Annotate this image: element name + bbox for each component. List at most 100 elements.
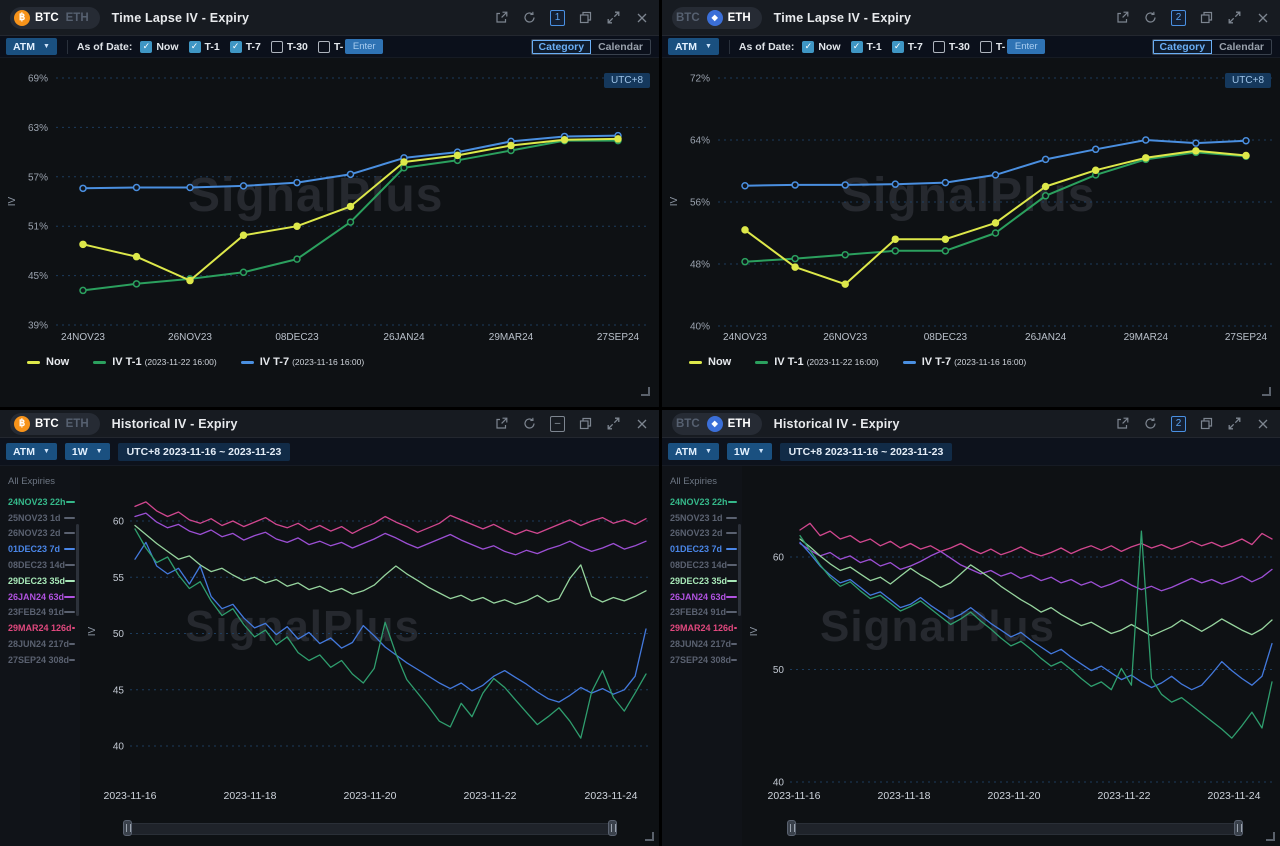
view-button-calendar[interactable]: Calendar xyxy=(591,40,650,54)
coin-toggle[interactable]: ฿BTC ETH xyxy=(10,7,100,29)
checkbox-t-[interactable]: T- xyxy=(980,41,1005,53)
coin-toggle[interactable]: BTC◆ETH xyxy=(672,413,762,435)
expiry-item[interactable]: 08DEC23 14d xyxy=(662,557,742,573)
checkbox-now[interactable]: ✓Now xyxy=(140,41,178,53)
slider-handle-right[interactable] xyxy=(608,820,617,836)
open-in-new-icon[interactable] xyxy=(494,10,509,25)
date-range[interactable]: UTC+8 2023-11-16 ~ 2023-11-23 xyxy=(118,443,291,461)
checkbox-unchecked-icon[interactable] xyxy=(933,41,945,53)
custom-tenor-input[interactable]: Enter xyxy=(345,39,383,54)
expiry-item[interactable]: 26JAN24 63d xyxy=(0,589,80,605)
slider-handle-left[interactable] xyxy=(787,820,796,836)
expiry-item[interactable]: 01DEC23 7d xyxy=(0,541,80,557)
checkbox-now[interactable]: ✓Now xyxy=(802,41,840,53)
close-icon[interactable] xyxy=(1255,416,1270,431)
checkbox-t-7[interactable]: ✓T-7 xyxy=(230,41,261,53)
expiry-item[interactable]: 26NOV23 2d xyxy=(0,526,80,542)
legend-item[interactable]: IV T-1(2023-11-22 16:00) xyxy=(93,356,217,368)
time-range-slider[interactable] xyxy=(788,823,1242,835)
coin-tab-btc[interactable]: ฿BTC xyxy=(14,10,59,26)
duplicate-icon[interactable] xyxy=(1199,416,1214,431)
layout-count-badge[interactable]: 2 xyxy=(1171,416,1186,431)
expand-icon[interactable] xyxy=(1227,416,1242,431)
expand-icon[interactable] xyxy=(606,416,621,431)
coin-tab-btc[interactable]: ฿BTC xyxy=(14,416,59,432)
legend-item[interactable]: IV T-7(2023-11-16 16:00) xyxy=(903,356,1027,368)
date-range[interactable]: UTC+8 2023-11-16 ~ 2023-11-23 xyxy=(780,443,953,461)
view-button-calendar[interactable]: Calendar xyxy=(1212,40,1271,54)
expiry-item[interactable]: 23FEB24 91d xyxy=(0,605,80,621)
expiry-item[interactable]: 24NOV23 22h xyxy=(662,494,742,510)
resize-handle[interactable] xyxy=(645,832,654,841)
open-in-new-icon[interactable] xyxy=(1115,416,1130,431)
duplicate-icon[interactable] xyxy=(578,10,593,25)
checkbox-checked-icon[interactable]: ✓ xyxy=(140,41,152,53)
strike-mode-select[interactable]: ATM▼ xyxy=(6,38,57,55)
layout-count-badge[interactable]: 1 xyxy=(550,10,565,25)
coin-toggle[interactable]: BTC ◆ETH xyxy=(672,7,762,29)
expiry-item[interactable]: 01DEC23 7d xyxy=(662,541,742,557)
coin-tab-eth[interactable]: ◆ETH xyxy=(707,10,751,26)
checkbox-unchecked-icon[interactable] xyxy=(271,41,283,53)
close-icon[interactable] xyxy=(1255,10,1270,25)
refresh-icon[interactable] xyxy=(522,416,537,431)
custom-tenor-input[interactable]: Enter xyxy=(1007,39,1045,54)
duplicate-icon[interactable] xyxy=(1199,10,1214,25)
coin-tab-eth[interactable]: ETH xyxy=(66,418,89,430)
checkbox-unchecked-icon[interactable] xyxy=(980,41,992,53)
checkbox-t-30[interactable]: T-30 xyxy=(933,41,970,53)
checkbox-unchecked-icon[interactable] xyxy=(318,41,330,53)
expand-icon[interactable] xyxy=(1227,10,1242,25)
open-in-new-icon[interactable] xyxy=(1115,10,1130,25)
resize-handle[interactable] xyxy=(641,387,650,396)
checkbox-t-1[interactable]: ✓T-1 xyxy=(851,41,882,53)
expiry-item[interactable]: 26NOV23 2d xyxy=(662,526,742,542)
expiry-item[interactable]: 29MAR24 126d xyxy=(662,620,742,636)
coin-tab-eth[interactable]: ETH xyxy=(66,12,89,24)
legend-item[interactable]: Now xyxy=(27,356,69,368)
layout-count-badge[interactable]: 2 xyxy=(1171,10,1186,25)
close-icon[interactable] xyxy=(634,10,649,25)
resize-handle[interactable] xyxy=(1266,832,1275,841)
open-in-new-icon[interactable] xyxy=(494,416,509,431)
checkbox-t-[interactable]: T- xyxy=(318,41,343,53)
expiry-item[interactable]: 23FEB24 91d xyxy=(662,605,742,621)
checkbox-checked-icon[interactable]: ✓ xyxy=(189,41,201,53)
time-range-slider[interactable] xyxy=(124,823,616,835)
strike-mode-select[interactable]: ATM▼ xyxy=(668,38,719,55)
expiry-item[interactable]: 24NOV23 22h xyxy=(0,494,80,510)
legend-item[interactable]: IV T-7(2023-11-16 16:00) xyxy=(241,356,365,368)
period-select[interactable]: 1W▼ xyxy=(65,443,110,460)
scrollbar[interactable] xyxy=(738,524,741,616)
legend-item[interactable]: Now xyxy=(689,356,731,368)
checkbox-checked-icon[interactable]: ✓ xyxy=(851,41,863,53)
refresh-icon[interactable] xyxy=(522,10,537,25)
expiry-item[interactable]: 25NOV23 1d xyxy=(0,510,80,526)
period-select[interactable]: 1W▼ xyxy=(727,443,772,460)
expiry-item[interactable]: 08DEC23 14d xyxy=(0,557,80,573)
checkbox-checked-icon[interactable]: ✓ xyxy=(230,41,242,53)
resize-handle[interactable] xyxy=(1262,387,1271,396)
expiry-item[interactable]: 29MAR24 126d xyxy=(0,620,80,636)
expiry-item[interactable]: 28JUN24 217d xyxy=(662,636,742,652)
strike-mode-select[interactable]: ATM▼ xyxy=(6,443,57,460)
refresh-icon[interactable] xyxy=(1143,416,1158,431)
checkbox-t-1[interactable]: ✓T-1 xyxy=(189,41,220,53)
expiry-item[interactable]: 27SEP24 308d xyxy=(0,652,80,668)
coin-tab-btc[interactable]: BTC xyxy=(676,418,700,430)
expiry-item[interactable]: 28JUN24 217d xyxy=(0,636,80,652)
coin-toggle[interactable]: ฿BTC ETH xyxy=(10,413,100,435)
expiry-item[interactable]: 29DEC23 35d xyxy=(0,573,80,589)
checkbox-checked-icon[interactable]: ✓ xyxy=(802,41,814,53)
coin-tab-btc[interactable]: BTC xyxy=(676,12,700,24)
refresh-icon[interactable] xyxy=(1143,10,1158,25)
checkbox-t-30[interactable]: T-30 xyxy=(271,41,308,53)
expiry-item[interactable]: 25NOV23 1d xyxy=(662,510,742,526)
slider-handle-left[interactable] xyxy=(123,820,132,836)
expiry-item[interactable]: 29DEC23 35d xyxy=(662,573,742,589)
legend-item[interactable]: IV T-1(2023-11-22 16:00) xyxy=(755,356,879,368)
view-button-category[interactable]: Category xyxy=(532,40,592,54)
scrollbar[interactable] xyxy=(76,524,79,616)
slider-handle-right[interactable] xyxy=(1234,820,1243,836)
checkbox-t-7[interactable]: ✓T-7 xyxy=(892,41,923,53)
